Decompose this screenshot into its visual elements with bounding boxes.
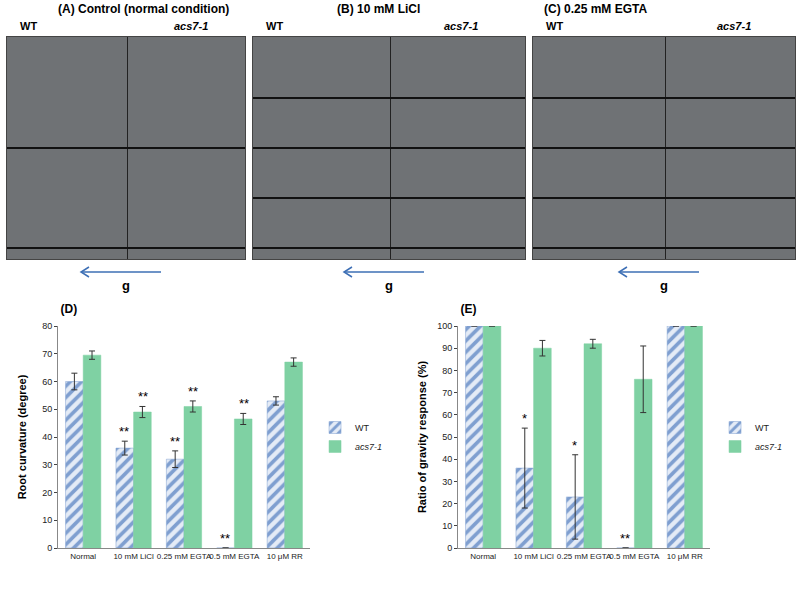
svg-text:WT: WT: [355, 423, 369, 433]
svg-text:90: 90: [442, 343, 452, 353]
svg-text:(D): (D): [61, 302, 78, 316]
svg-text:20: 20: [442, 499, 452, 509]
svg-text:10 μM RR: 10 μM RR: [667, 552, 703, 561]
svg-text:20: 20: [42, 488, 52, 498]
svg-text:Normal: Normal: [470, 552, 496, 561]
svg-text:acs7-1: acs7-1: [755, 442, 782, 452]
svg-text:10 μM RR: 10 μM RR: [267, 552, 303, 561]
svg-text:50: 50: [42, 404, 52, 414]
svg-text:70: 70: [442, 388, 452, 398]
svg-text:**: **: [239, 396, 249, 411]
svg-text:**: **: [138, 389, 148, 404]
svg-text:**: **: [188, 384, 198, 399]
svg-text:50: 50: [442, 432, 452, 442]
svg-text:Ratio of gravity response (%): Ratio of gravity response (%): [416, 361, 428, 514]
svg-text:**: **: [220, 531, 230, 546]
html-text:acs7-1: acs7-1: [717, 20, 752, 32]
svg-text:acs7-1: acs7-1: [355, 442, 382, 452]
svg-text:60: 60: [42, 377, 52, 387]
svg-text:**: **: [119, 424, 129, 439]
html-text:WT: WT: [266, 20, 284, 32]
svg-text:0.5 mM EGTA: 0.5 mM EGTA: [209, 552, 260, 561]
html-text:(B) 10 mM LiCl: (B) 10 mM LiCl: [337, 2, 421, 16]
svg-text:0.5 mM EGTA: 0.5 mM EGTA: [609, 552, 660, 561]
html-text:acs7-1: acs7-1: [174, 20, 209, 32]
svg-text:**: **: [170, 434, 180, 449]
svg-text:60: 60: [442, 410, 452, 420]
svg-text:40: 40: [442, 454, 452, 464]
svg-text:10 mM LiCl: 10 mM LiCl: [113, 552, 154, 561]
svg-text:Normal: Normal: [70, 552, 96, 561]
svg-text:*: *: [572, 438, 577, 453]
svg-text:0: 0: [447, 543, 452, 553]
svg-text:0: 0: [47, 543, 52, 553]
html-text:WT: WT: [546, 20, 564, 32]
svg-text:40: 40: [42, 432, 52, 442]
svg-text:10: 10: [442, 521, 452, 531]
svg-text:100: 100: [437, 321, 452, 331]
svg-text:**: **: [620, 531, 630, 546]
html-text:g: g: [660, 278, 668, 293]
html-text:(A) Control (normal condition): (A) Control (normal condition): [58, 2, 230, 16]
svg-text:10: 10: [42, 515, 52, 525]
svg-text:WT: WT: [755, 423, 769, 433]
svg-text:0.25 mM EGTA: 0.25 mM EGTA: [157, 552, 212, 561]
svg-text:80: 80: [442, 366, 452, 376]
svg-text:30: 30: [442, 477, 452, 487]
svg-text:*: *: [522, 411, 527, 426]
html-text:WT: WT: [20, 20, 38, 32]
svg-text:(E): (E): [461, 302, 477, 316]
svg-text:10 mM LiCl: 10 mM LiCl: [513, 552, 554, 561]
html-text:acs7-1: acs7-1: [444, 20, 479, 32]
html-text:g: g: [385, 278, 393, 293]
html-text:(C) 0.25 mM EGTA: (C) 0.25 mM EGTA: [544, 2, 648, 16]
svg-text:70: 70: [42, 349, 52, 359]
html-text:g: g: [122, 278, 130, 293]
svg-text:0.25 mM EGTA: 0.25 mM EGTA: [557, 552, 612, 561]
svg-text:80: 80: [42, 321, 52, 331]
svg-text:Root curvature (degree): Root curvature (degree): [16, 374, 28, 499]
svg-text:30: 30: [42, 460, 52, 470]
